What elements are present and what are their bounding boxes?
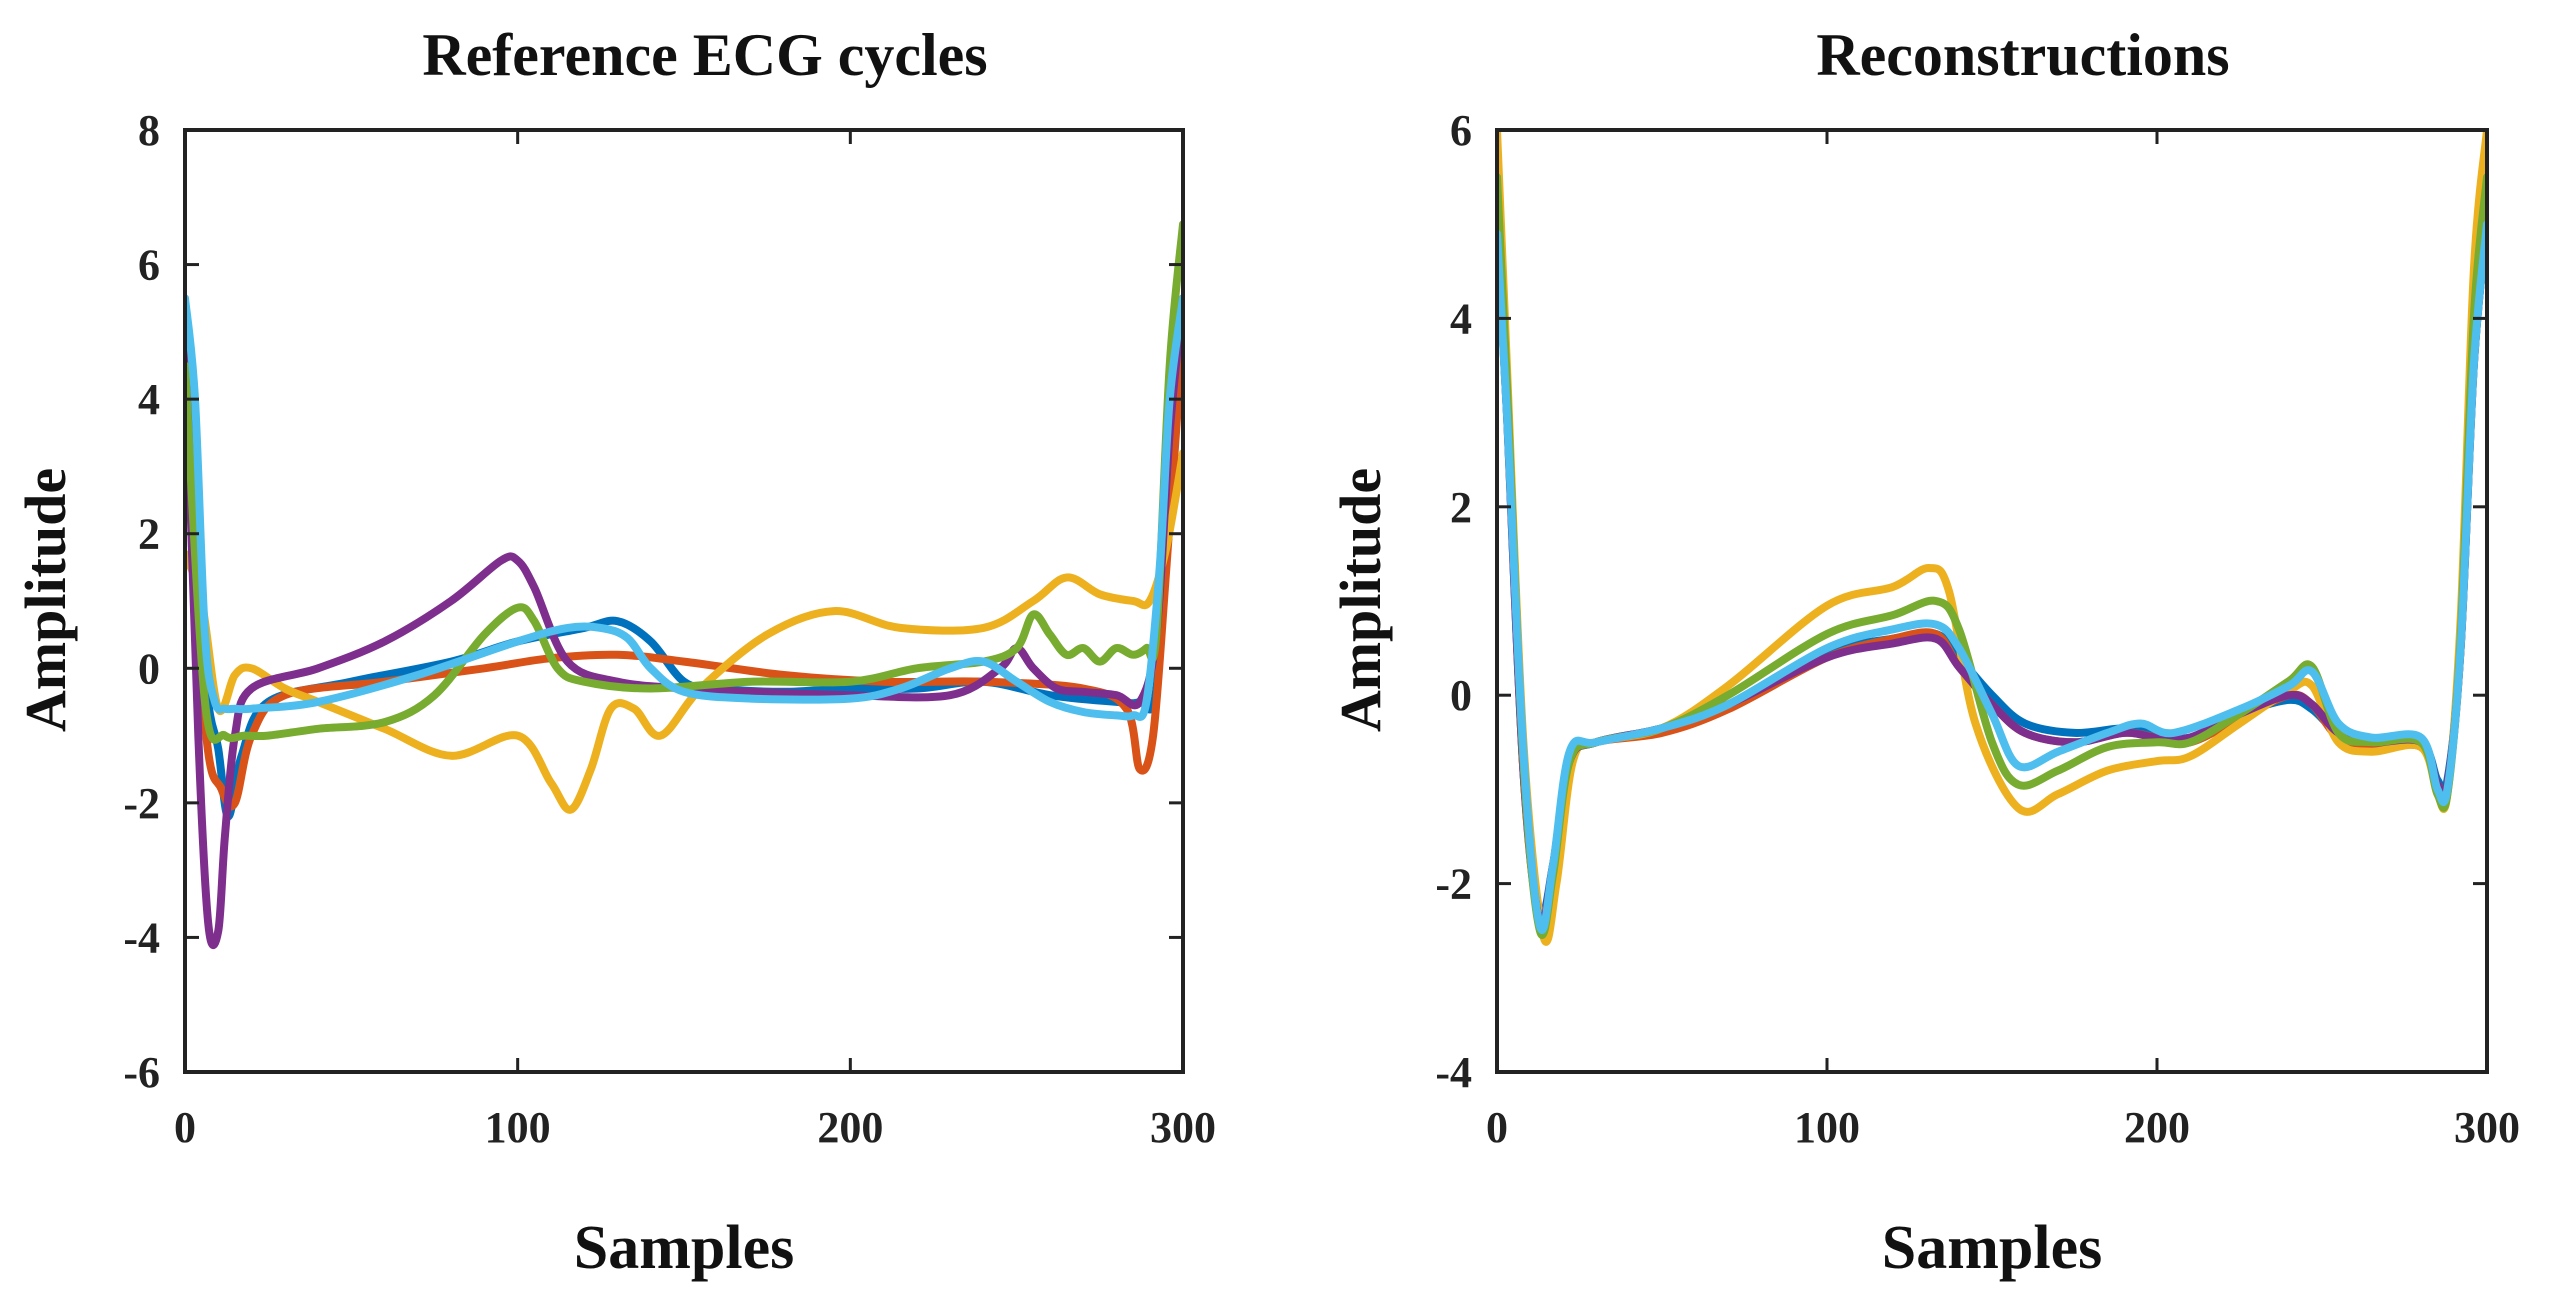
y-tick-label: 4 bbox=[1450, 294, 1472, 343]
series-line-4 bbox=[1497, 220, 2487, 929]
y-tick-label: 2 bbox=[138, 510, 160, 559]
y-tick-label: 0 bbox=[138, 644, 160, 693]
series-line-1 bbox=[185, 294, 1183, 821]
x-tick-label: 0 bbox=[1486, 1103, 1508, 1152]
x-tick-label: 200 bbox=[2124, 1103, 2190, 1152]
x-axis-label: Samples bbox=[1882, 1214, 2102, 1282]
y-tick-label: -2 bbox=[1435, 860, 1472, 909]
chart-title: Reference ECG cycles bbox=[422, 22, 987, 88]
series-line-2 bbox=[1497, 191, 2487, 930]
y-tick-label: -4 bbox=[1435, 1048, 1472, 1097]
y-tick-label: 6 bbox=[1450, 106, 1472, 155]
series-line-1 bbox=[1497, 220, 2487, 920]
chart-panel-2: Reconstructions 0 100 200 300 -4 -2 0 2 4 6 Samples… bbox=[1328, 22, 2520, 1282]
series-line-3 bbox=[185, 449, 1183, 814]
chart-title: Reconstructions bbox=[1816, 22, 2229, 88]
x-tick-label: 200 bbox=[817, 1103, 883, 1152]
series-group bbox=[185, 220, 1183, 950]
y-axis-label: Amplitude bbox=[1328, 468, 1393, 732]
series-group bbox=[1497, 130, 2487, 946]
y-axis-label: Amplitude bbox=[13, 468, 78, 732]
plot-frame bbox=[1495, 128, 2489, 1074]
series-line-2 bbox=[185, 327, 1183, 811]
series-line-6 bbox=[185, 294, 1183, 721]
x-tick-label: 0 bbox=[174, 1103, 196, 1152]
x-tick-label: 100 bbox=[485, 1103, 551, 1152]
series-line-5 bbox=[185, 220, 1183, 744]
series-line-5 bbox=[1497, 173, 2487, 939]
series-line-3 bbox=[1497, 130, 2487, 946]
x-tick-label: 100 bbox=[1794, 1103, 1860, 1152]
chart-panel-1: Reference ECG cycles 0 100 200 300 -6 -4 -2 0 2 4 6… bbox=[13, 22, 1216, 1282]
y-tick-label: 2 bbox=[1450, 483, 1472, 532]
series-line-6 bbox=[1497, 220, 2487, 934]
series-line-4 bbox=[185, 294, 1183, 950]
x-tick-label: 300 bbox=[1150, 1103, 1216, 1152]
plot-frame bbox=[183, 128, 1185, 1074]
y-tick-label: 4 bbox=[138, 375, 160, 424]
x-tick-label: 300 bbox=[2454, 1103, 2520, 1152]
y-tick-label: 6 bbox=[138, 241, 160, 290]
y-tick-label: 8 bbox=[138, 106, 160, 155]
x-axis-label: Samples bbox=[574, 1214, 794, 1282]
y-tick-label: -6 bbox=[123, 1048, 160, 1097]
y-tick-label: -4 bbox=[123, 913, 160, 962]
y-tick-label: 0 bbox=[1450, 671, 1472, 720]
y-tick-label: -2 bbox=[123, 779, 160, 828]
